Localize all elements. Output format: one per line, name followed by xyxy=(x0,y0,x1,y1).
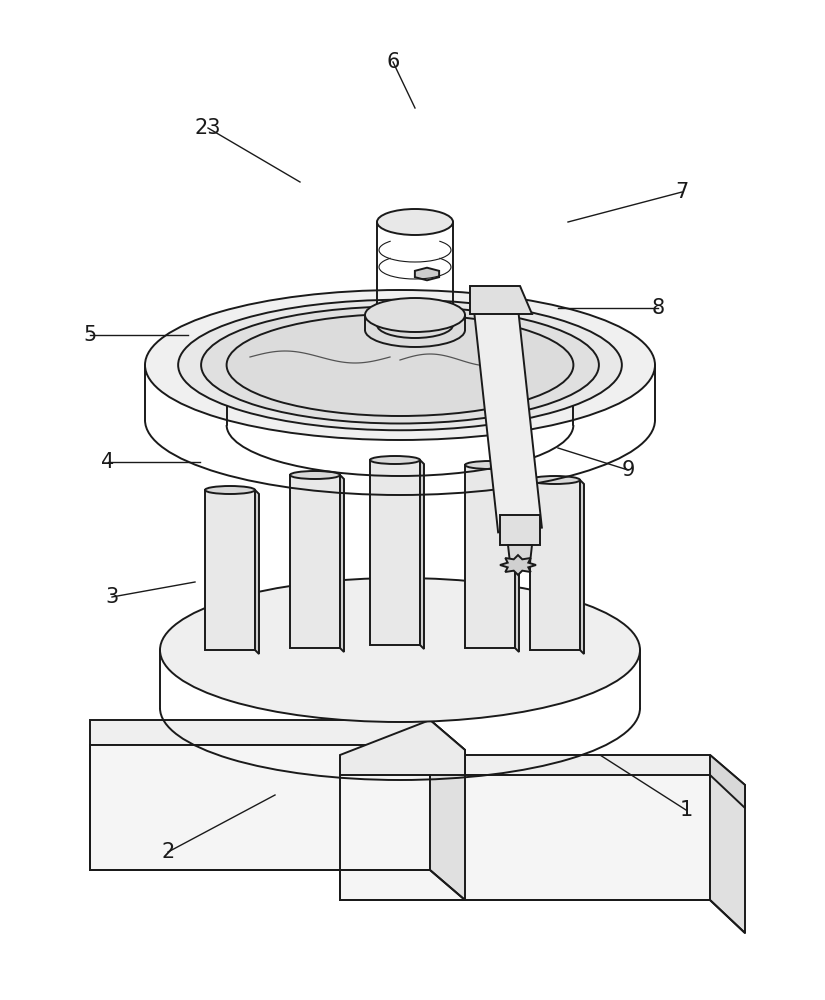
Polygon shape xyxy=(420,460,424,649)
Text: 23: 23 xyxy=(195,118,221,138)
Text: 3: 3 xyxy=(106,587,119,607)
Polygon shape xyxy=(470,286,532,314)
Polygon shape xyxy=(430,745,465,900)
Polygon shape xyxy=(500,555,536,575)
Text: 9: 9 xyxy=(621,460,634,480)
Ellipse shape xyxy=(227,314,573,416)
Polygon shape xyxy=(465,465,515,648)
Polygon shape xyxy=(500,515,540,545)
Text: 1: 1 xyxy=(679,800,693,820)
Ellipse shape xyxy=(160,578,640,722)
Polygon shape xyxy=(90,745,430,870)
Polygon shape xyxy=(255,490,259,654)
Polygon shape xyxy=(710,755,745,808)
Polygon shape xyxy=(508,545,532,563)
Ellipse shape xyxy=(465,461,515,469)
Text: 8: 8 xyxy=(652,298,665,318)
Ellipse shape xyxy=(370,456,420,464)
Polygon shape xyxy=(370,460,420,645)
Polygon shape xyxy=(205,490,255,650)
Text: 6: 6 xyxy=(386,52,399,72)
Ellipse shape xyxy=(178,300,622,430)
Polygon shape xyxy=(473,298,542,532)
Ellipse shape xyxy=(365,298,465,332)
Polygon shape xyxy=(530,480,580,650)
Ellipse shape xyxy=(290,471,340,479)
Polygon shape xyxy=(340,475,344,652)
Ellipse shape xyxy=(377,209,453,235)
Text: 2: 2 xyxy=(162,842,175,862)
Polygon shape xyxy=(430,720,465,775)
Polygon shape xyxy=(340,720,465,775)
Polygon shape xyxy=(90,720,465,775)
Polygon shape xyxy=(340,775,710,900)
Text: 4: 4 xyxy=(101,452,115,472)
Polygon shape xyxy=(580,480,584,654)
Ellipse shape xyxy=(530,476,580,484)
Polygon shape xyxy=(415,268,439,280)
Polygon shape xyxy=(515,465,519,652)
Ellipse shape xyxy=(145,290,655,440)
Ellipse shape xyxy=(205,486,255,494)
Text: 7: 7 xyxy=(676,182,689,202)
Polygon shape xyxy=(710,775,745,933)
Text: 5: 5 xyxy=(83,325,97,345)
Polygon shape xyxy=(340,755,745,808)
Polygon shape xyxy=(290,475,340,648)
Ellipse shape xyxy=(201,306,599,424)
